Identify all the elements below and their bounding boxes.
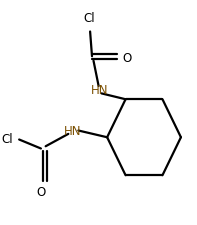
Text: Cl: Cl [1,133,13,146]
Text: HN: HN [91,83,108,97]
Text: O: O [122,52,132,65]
Text: Cl: Cl [83,12,95,25]
Text: O: O [36,186,46,199]
Text: HN: HN [64,125,82,138]
